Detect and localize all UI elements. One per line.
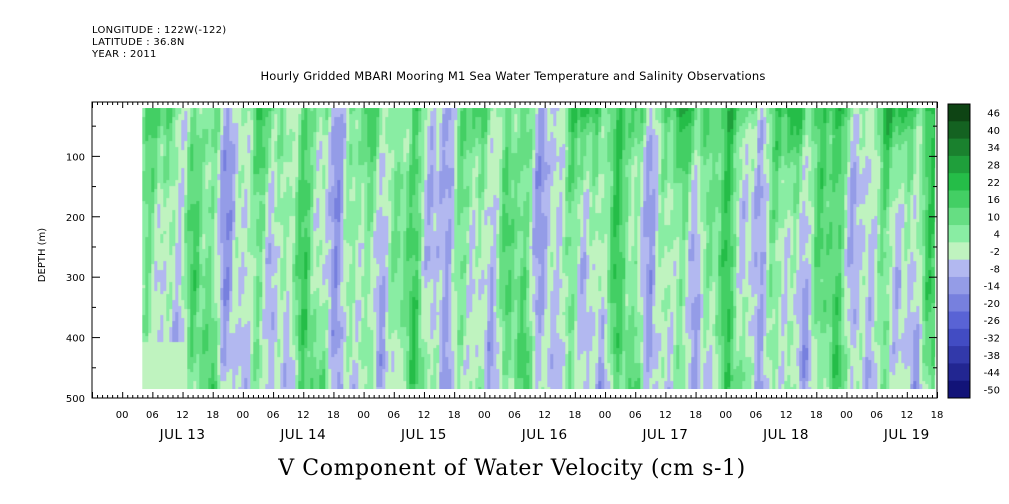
x-tick-label: 00 <box>719 410 732 421</box>
x-day-label: JUL 18 <box>762 427 809 443</box>
colorbar: 46 40 34 28 22 16 10 4 -2 -8 -14 -20 -26 -32 -38 -44 -50 <box>947 103 1000 399</box>
x-day-label: JUL 14 <box>279 427 326 443</box>
x-tick-label: 18 <box>206 410 219 421</box>
x-day-label: JUL 13 <box>159 427 206 443</box>
heatmap-image <box>142 108 936 390</box>
y-tick-label: 400 <box>66 334 85 345</box>
axes: 00 06 12 18 00 06 12 18 00 06 12 18 00 06 12 18 00 06 12 18… <box>66 101 944 443</box>
colorbar-label: 40 <box>987 126 1000 137</box>
colorbar-label: -38 <box>984 351 1000 362</box>
colorbar-label: 10 <box>987 212 1000 223</box>
x-day-label: JUL 19 <box>883 427 930 443</box>
x-tick-label: 12 <box>900 410 913 421</box>
x-tick-label: 06 <box>267 410 280 421</box>
x-tick-label: 00 <box>116 410 129 421</box>
x-tick-label: 00 <box>840 410 853 421</box>
colorbar-swatch <box>948 225 970 243</box>
x-tick-label: 12 <box>538 410 551 421</box>
x-tick-label: 06 <box>629 410 642 421</box>
x-tick-label: 06 <box>508 410 521 421</box>
x-day-label: JUL 16 <box>521 427 568 443</box>
x-tick-label: 12 <box>297 410 310 421</box>
colorbar-swatch <box>948 346 970 364</box>
colorbar-label: 28 <box>987 161 1000 172</box>
x-tick-label: 06 <box>750 410 763 421</box>
year-label: YEAR : 2011 <box>92 49 157 60</box>
x-tick-label: 18 <box>327 410 340 421</box>
colorbar-label: -26 <box>984 316 1000 327</box>
y-tick-label: 500 <box>66 394 85 405</box>
x-tick-label: 12 <box>176 410 189 421</box>
x-tick-label: 06 <box>146 410 159 421</box>
y-tick-label: 100 <box>66 152 85 163</box>
colorbar-swatch <box>948 155 970 174</box>
x-tick-label: 18 <box>568 410 581 421</box>
colorbar-label: 4 <box>994 230 1000 241</box>
x-tick-label: 00 <box>599 410 612 421</box>
x-tick-label: 06 <box>870 410 883 421</box>
chart-title: Hourly Gridded MBARI Mooring M1 Sea Wate… <box>260 69 765 83</box>
x-tick-label: 18 <box>689 410 702 421</box>
x-tick-label: 12 <box>780 410 793 421</box>
x-tick-label: 12 <box>418 410 431 421</box>
colorbar-label: -14 <box>984 282 1000 293</box>
heatmap-plot-area <box>142 108 936 390</box>
colorbar-swatch <box>948 380 970 399</box>
colorbar-swatch <box>948 311 970 330</box>
colorbar-swatch <box>948 242 970 261</box>
colorbar-swatch <box>948 138 970 157</box>
colorbar-frame <box>947 103 971 399</box>
colorbar-label: 46 <box>987 109 1000 120</box>
colorbar-swatch <box>948 190 970 209</box>
colorbar-label: -50 <box>984 385 1000 396</box>
colorbar-swatch <box>948 207 970 226</box>
colorbar-label: -8 <box>990 264 1000 275</box>
x-tick-label: 18 <box>448 410 461 421</box>
x-tick-label: 18 <box>810 410 823 421</box>
x-day-label: JUL 15 <box>400 427 447 443</box>
colorbar-label: 34 <box>987 143 1000 154</box>
colorbar-swatch <box>948 363 970 382</box>
latitude-label: LATITUDE : 36.8N <box>92 37 185 48</box>
colorbar-label: -32 <box>984 333 1000 344</box>
colorbar-label: -44 <box>984 368 1000 379</box>
y-axis-label: DEPTH (m) <box>37 228 48 282</box>
x-tick-label: 12 <box>659 410 672 421</box>
colorbar-swatch <box>948 173 970 191</box>
colorbar-swatch <box>948 259 970 278</box>
x-day-label: JUL 17 <box>641 427 688 443</box>
colorbar-label: 22 <box>987 178 1000 189</box>
colorbar-label: 16 <box>987 195 1000 206</box>
colorbar-swatch <box>948 121 970 140</box>
x-tick-label: 06 <box>387 410 400 421</box>
x-tick-label: 00 <box>478 410 491 421</box>
colorbar-swatch <box>948 276 970 295</box>
longitude-label: LONGITUDE : 122W(-122) <box>92 25 227 36</box>
colorbar-swatch <box>948 328 970 347</box>
y-tick-label: 200 <box>66 213 85 224</box>
x-tick-label: 18 <box>931 410 944 421</box>
colorbar-swatch <box>948 294 970 313</box>
x-tick-label: 00 <box>237 410 250 421</box>
x-tick-label: 00 <box>357 410 370 421</box>
colorbar-label: -20 <box>984 299 1000 310</box>
x-axis-title: V Component of Water Velocity (cm s-1) <box>277 456 746 481</box>
colorbar-swatch <box>948 104 970 122</box>
y-tick-label: 300 <box>66 273 85 284</box>
colorbar-label: -2 <box>990 247 1000 258</box>
